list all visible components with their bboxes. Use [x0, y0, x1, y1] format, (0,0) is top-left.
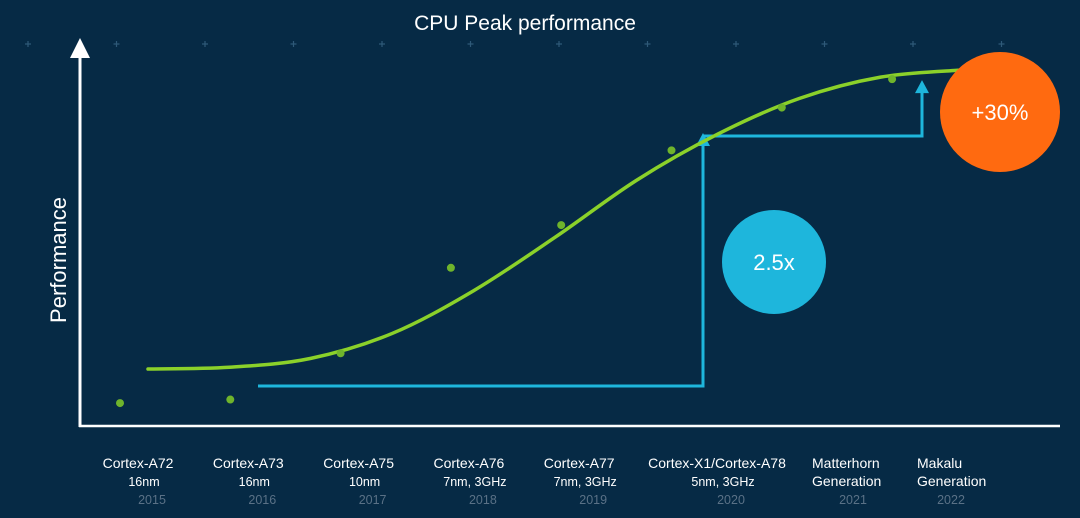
x-tick-year-8: 2022	[937, 493, 965, 507]
data-point-5	[557, 221, 566, 230]
sparkle-mark	[556, 41, 562, 47]
sparkle-mark	[290, 41, 297, 47]
data-point-8	[888, 75, 897, 84]
background-sparkles	[25, 41, 1005, 47]
sparkle-mark	[202, 41, 208, 47]
x-tick-sub-8: Generation	[917, 473, 986, 489]
x-tick-sub-5: 7nm, 3GHz	[554, 475, 617, 489]
x-tick-sub-1: 16nm	[128, 475, 159, 489]
sparkle-mark	[644, 41, 651, 47]
x-tick-year-3: 2017	[359, 493, 387, 507]
arrow-2-5x	[258, 144, 705, 388]
sparkle-mark	[25, 41, 31, 47]
sparkle-mark	[821, 41, 828, 47]
x-tick-year-5: 2019	[579, 493, 607, 507]
x-tick-sub-4: 7nm, 3GHz	[443, 475, 506, 489]
x-tick-name-3: Cortex-A75	[323, 455, 394, 471]
arrowhead-plus-30	[915, 80, 929, 94]
data-point-1	[116, 399, 124, 408]
data-point-6	[667, 146, 676, 155]
x-tick-year-1: 2015	[138, 493, 166, 507]
sparkle-mark	[467, 41, 474, 47]
annotation-arrows	[258, 80, 929, 388]
badge-2-5x-circle	[722, 210, 826, 314]
x-tick-year-6: 2020	[717, 493, 745, 507]
data-point-7	[777, 103, 786, 112]
x-tick-name-4: Cortex-A76	[433, 455, 504, 471]
badge-2-5x-label: 2.5x	[753, 250, 795, 275]
arrow-plus-30	[703, 92, 924, 138]
x-tick-year-7: 2021	[839, 493, 867, 507]
x-tick-year-4: 2018	[469, 493, 497, 507]
x-tick-sub-6: 5nm, 3GHz	[691, 475, 754, 489]
x-tick-sub-3: 10nm	[349, 475, 380, 489]
y-axis-label: Performance	[46, 197, 71, 323]
sparkle-mark	[733, 41, 739, 47]
x-tick-name-6: Cortex-X1/Cortex-A78	[648, 455, 786, 471]
sparkle-mark	[113, 41, 120, 47]
data-point-2	[226, 395, 235, 404]
trend-line	[146, 68, 964, 371]
y-axis-arrowhead	[70, 38, 90, 58]
x-tick-year-2: 2016	[248, 493, 276, 507]
sparkle-mark	[379, 41, 385, 47]
x-tick-name-8: Makalu	[917, 455, 962, 471]
x-tick-name-7: Matterhorn	[812, 455, 880, 471]
y-axis	[70, 38, 90, 427]
x-tick-name-2: Cortex-A73	[213, 455, 284, 471]
x-tick-name-5: Cortex-A77	[544, 455, 615, 471]
x-tick-sub-2: 16nm	[239, 475, 270, 489]
data-points	[116, 75, 897, 408]
x-tick-name-1: Cortex-A72	[103, 455, 174, 471]
x-axis-tick-labels: Cortex-A72 16nm 2015 Cortex-A73 16nm 2016 Cort…	[103, 455, 987, 507]
sparkle-mark	[910, 41, 916, 47]
annotation-badges: 2.5x +30%	[722, 52, 1060, 314]
sparkle-mark	[998, 41, 1005, 47]
badge-plus-30-label: +30%	[972, 100, 1029, 125]
x-tick-sub-7: Generation	[812, 473, 881, 489]
chart-title: CPU Peak performance	[414, 12, 636, 35]
data-point-4	[446, 263, 455, 272]
data-point-3	[336, 349, 345, 358]
badge-plus-30-circle	[940, 52, 1060, 172]
